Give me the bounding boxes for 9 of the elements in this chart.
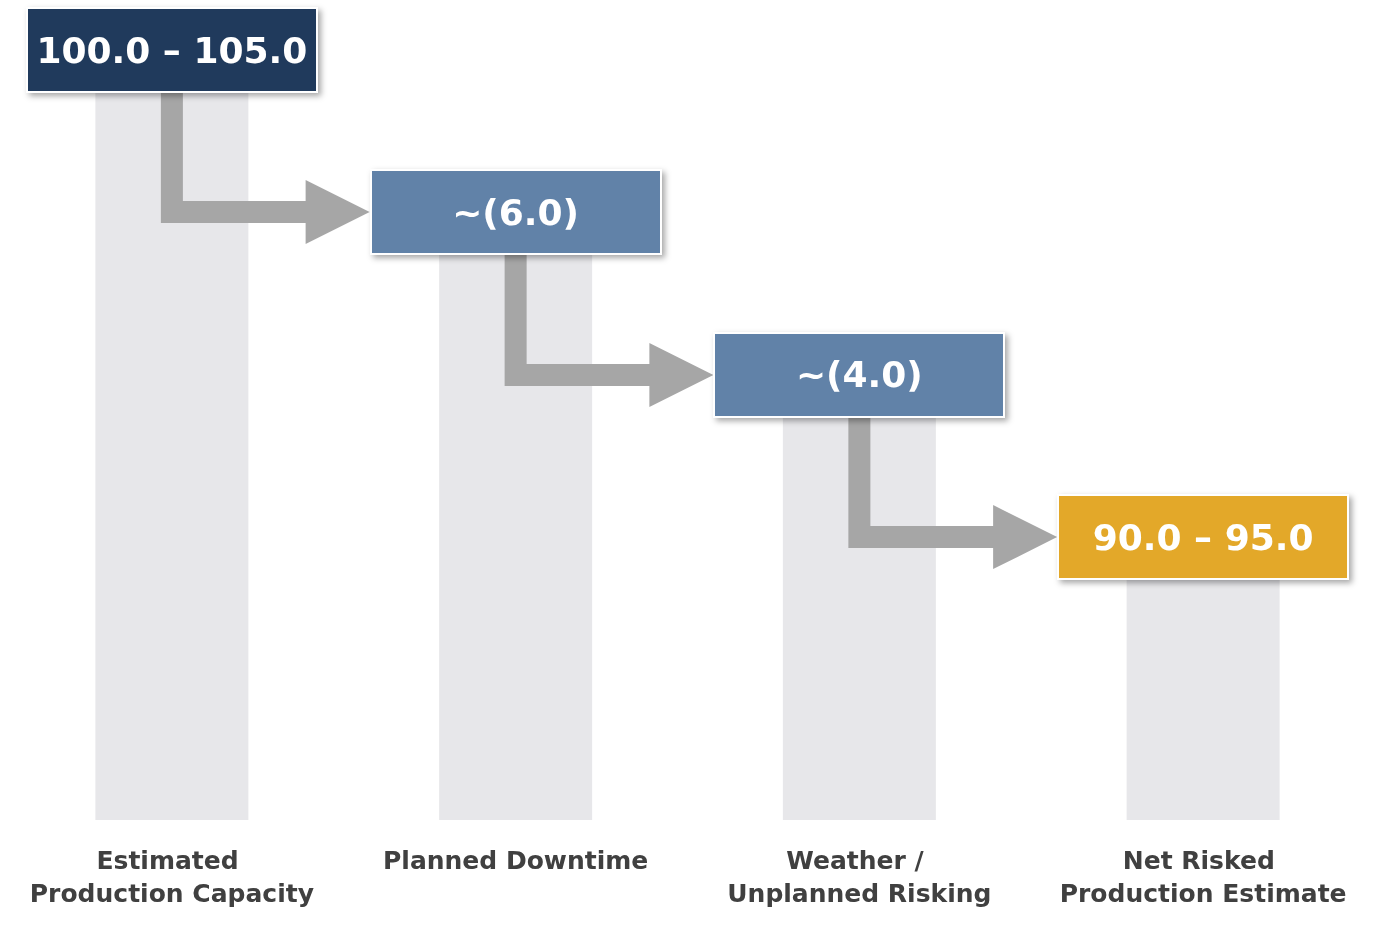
- x-tick-label: Net Risked Production Estimate: [1059, 846, 1347, 908]
- x-tick-label: Weather / Unplanned Risking: [727, 846, 992, 908]
- x-tick-label: Estimated Production Capacity: [29, 846, 314, 908]
- callout-box: ~(6.0): [369, 169, 662, 256]
- callout-box: 90.0 – 95.0: [1057, 494, 1350, 581]
- callout-box: 100.0 – 105.0: [25, 7, 318, 93]
- bar: [1126, 580, 1280, 820]
- x-tick-label: Planned Downtime: [382, 846, 649, 875]
- callout-box: ~(4.0): [713, 331, 1006, 418]
